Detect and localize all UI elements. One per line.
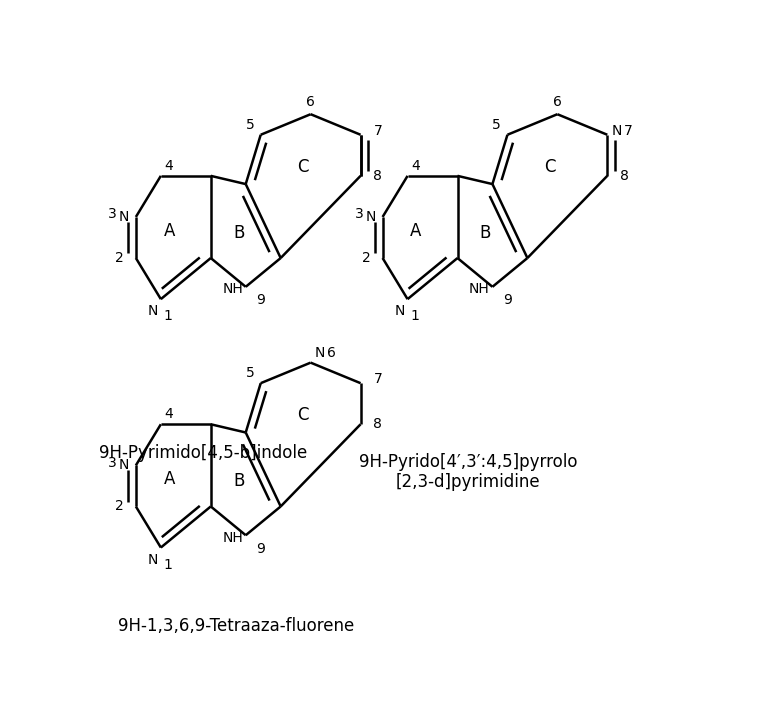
Text: 2: 2 bbox=[115, 500, 124, 513]
Text: 4: 4 bbox=[164, 159, 174, 173]
Text: N: N bbox=[119, 458, 130, 473]
Text: B: B bbox=[233, 223, 244, 241]
Text: 3: 3 bbox=[355, 207, 363, 222]
Text: B: B bbox=[480, 223, 491, 241]
Text: A: A bbox=[164, 222, 175, 240]
Text: 1: 1 bbox=[164, 310, 173, 323]
Text: 9H-1,3,6,9-Tetraaza-fluorene: 9H-1,3,6,9-Tetraaza-fluorene bbox=[118, 617, 355, 634]
Text: N: N bbox=[315, 346, 325, 360]
Text: N: N bbox=[394, 304, 405, 318]
Text: N: N bbox=[119, 210, 130, 224]
Text: 1: 1 bbox=[164, 558, 173, 572]
Text: N: N bbox=[611, 124, 622, 138]
Text: 7: 7 bbox=[374, 124, 382, 138]
Text: 5: 5 bbox=[246, 118, 254, 132]
Text: A: A bbox=[410, 222, 421, 240]
Text: NH: NH bbox=[469, 282, 490, 297]
Text: NH: NH bbox=[222, 282, 243, 297]
Text: A: A bbox=[164, 470, 175, 488]
Text: B: B bbox=[233, 472, 244, 490]
Text: C: C bbox=[544, 158, 556, 176]
Text: 7: 7 bbox=[624, 124, 633, 138]
Text: 9H-Pyrimido[4,5-b]indole: 9H-Pyrimido[4,5-b]indole bbox=[99, 444, 308, 462]
Text: 8: 8 bbox=[374, 169, 382, 183]
Text: 9: 9 bbox=[503, 294, 512, 307]
Text: C: C bbox=[297, 407, 309, 424]
Text: 9: 9 bbox=[256, 542, 265, 556]
Text: 5: 5 bbox=[246, 366, 254, 381]
Text: 8: 8 bbox=[374, 418, 382, 431]
Text: N: N bbox=[148, 553, 158, 567]
Text: 9: 9 bbox=[256, 294, 265, 307]
Text: 7: 7 bbox=[374, 373, 382, 386]
Text: N: N bbox=[148, 304, 158, 318]
Text: 2: 2 bbox=[115, 251, 124, 265]
Text: 1: 1 bbox=[411, 310, 419, 323]
Text: 2: 2 bbox=[362, 251, 371, 265]
Text: 4: 4 bbox=[164, 407, 174, 421]
Text: 6: 6 bbox=[327, 346, 337, 360]
Text: N: N bbox=[366, 210, 376, 224]
Text: 6: 6 bbox=[553, 95, 562, 109]
Text: 4: 4 bbox=[412, 159, 420, 173]
Text: 8: 8 bbox=[620, 169, 629, 183]
Text: C: C bbox=[297, 158, 309, 176]
Text: 3: 3 bbox=[108, 207, 117, 222]
Text: NH: NH bbox=[222, 531, 243, 544]
Text: 3: 3 bbox=[108, 456, 117, 470]
Text: 5: 5 bbox=[492, 118, 501, 132]
Text: 9H-Pyrido[4′,3′:4,5]pyrrolo
[2,3-d]pyrimidine: 9H-Pyrido[4′,3′:4,5]pyrrolo [2,3-d]pyrim… bbox=[359, 452, 577, 492]
Text: 6: 6 bbox=[306, 95, 315, 109]
